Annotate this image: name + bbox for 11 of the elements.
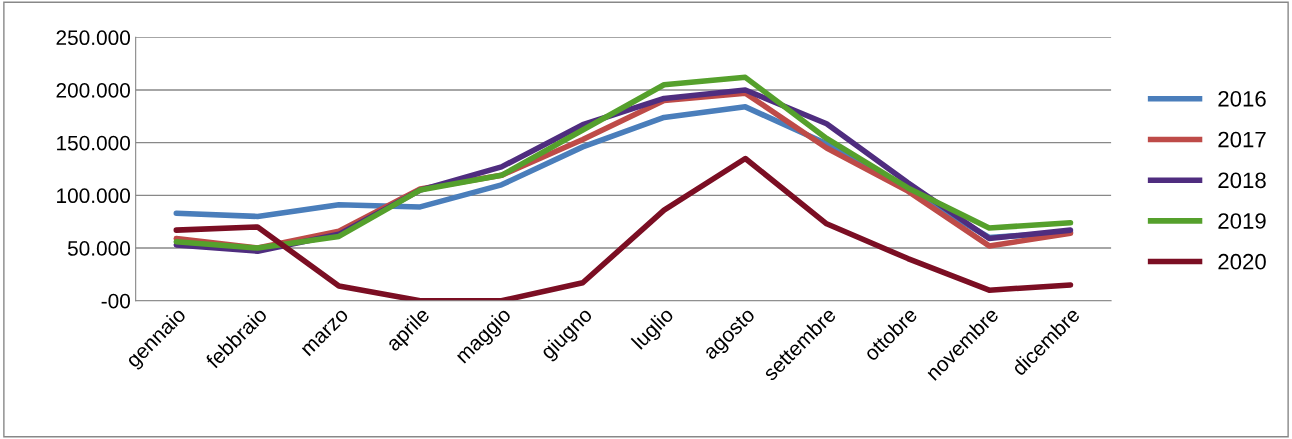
legend-label: 2019 (1218, 213, 1266, 229)
legend-label: 2017 (1218, 131, 1266, 148)
legend-label: 2016 (1218, 90, 1266, 107)
y-tick-label: -00 (101, 293, 130, 309)
legend-label: 2018 (1218, 172, 1266, 189)
y-tick-label: 50.000 (67, 241, 130, 256)
y-tick-label: 150.000 (57, 135, 130, 151)
y-tick-label: 250.000 (56, 30, 130, 46)
legend-label: 2020 (1218, 253, 1266, 270)
y-tick-label: 200.000 (56, 83, 130, 98)
y-tick-label: 100.000 (57, 188, 130, 204)
